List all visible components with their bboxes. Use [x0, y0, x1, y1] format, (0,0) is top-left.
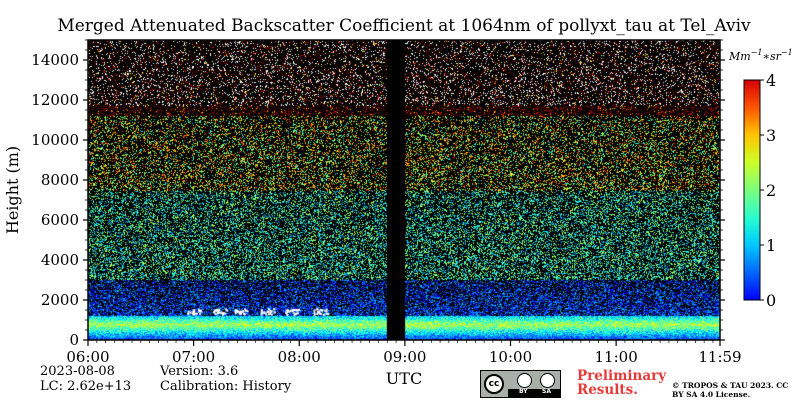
- x-tick-label: 11:00: [595, 348, 638, 366]
- x-tick-label: 08:00: [278, 348, 321, 366]
- colorbar-tick-label: 2: [766, 181, 776, 200]
- y-tick-label: 10000: [31, 131, 79, 149]
- colorbar-tick-label: 4: [766, 71, 776, 90]
- copyright-notice: © TROPOS & TAU 2023. CC BY SA 4.0 Licens…: [672, 381, 789, 399]
- footer-version: Version: 3.6: [160, 364, 239, 379]
- footer-calibration: Calibration: History: [160, 379, 292, 394]
- preliminary-results-label: Preliminary Results.: [577, 368, 667, 398]
- no-data-gap: [386, 40, 405, 340]
- y-tick-label: 6000: [41, 211, 79, 229]
- y-tick-label: 4000: [41, 251, 79, 269]
- colorbar-unit-label: Mm−1∗sr−1: [728, 48, 793, 63]
- y-tick-label: 8000: [41, 171, 79, 189]
- sa-label: SA: [542, 388, 551, 395]
- cc-icon: cc: [484, 374, 504, 394]
- colorbar-gradient: [743, 79, 761, 301]
- footer-date: 2023-08-08: [40, 364, 115, 379]
- y-tick-label: 0: [69, 331, 79, 349]
- cc-by-sa-license-badge: cc BY SA: [480, 370, 561, 398]
- colorbar: 0 1 2 3 4 Mm−1∗sr−1: [728, 48, 793, 310]
- colorbar-tick-label: 0: [766, 291, 776, 310]
- y-tick-label: 2000: [41, 291, 79, 309]
- share-alike-icon: [540, 373, 555, 388]
- y-tick-label: 14000: [31, 51, 79, 69]
- x-tick-label: 06:00: [66, 348, 109, 366]
- x-tick-label: 07:00: [172, 348, 215, 366]
- y-axis-label: Height (m): [3, 146, 22, 234]
- heatmap-canvas: [88, 40, 720, 340]
- x-axis-label: UTC: [386, 369, 422, 388]
- axes: 0 2000 4000 6000 8000 10000 12000 14000 06:00 07:…: [3, 39, 742, 388]
- footer-lidar-constant: LC: 2.62e+13: [40, 379, 132, 394]
- license-strip: BY SA: [508, 388, 560, 397]
- colorbar-tick-label: 3: [766, 126, 776, 145]
- attribution-icon: [517, 373, 532, 388]
- x-tick-label: 09:00: [383, 348, 426, 366]
- x-tick-label: 11:59: [698, 348, 741, 366]
- y-tick-label: 12000: [31, 91, 79, 109]
- by-label: BY: [519, 388, 528, 395]
- colorbar-tick-label: 1: [766, 236, 776, 255]
- chart-title: Merged Attenuated Backscatter Coefficien…: [57, 16, 751, 36]
- x-tick-label: 10:00: [489, 348, 532, 366]
